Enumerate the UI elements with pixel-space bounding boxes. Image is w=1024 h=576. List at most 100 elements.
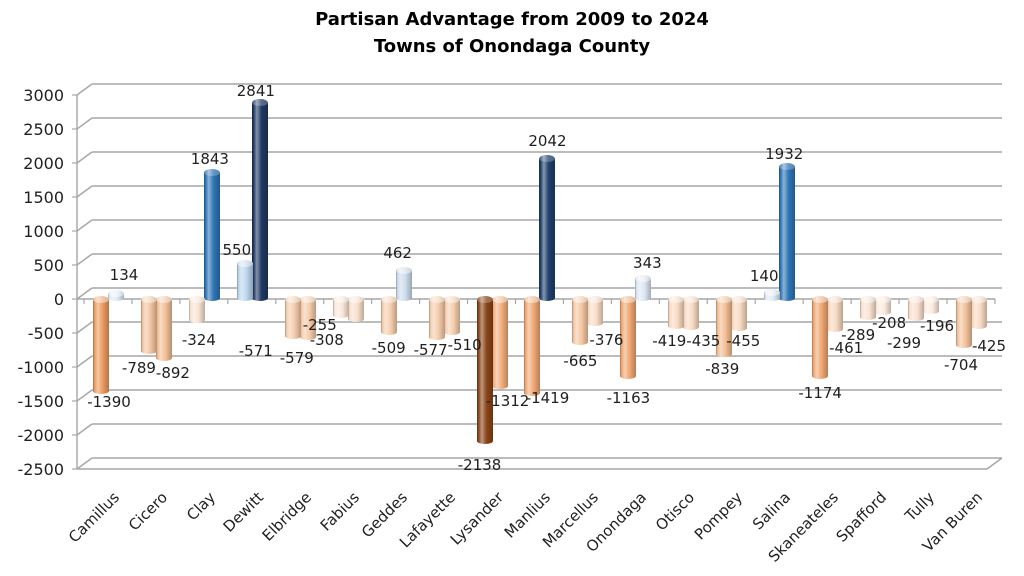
cylinder-cap (539, 155, 556, 163)
cylinder-cap (140, 296, 157, 303)
cylinder-cap (764, 289, 781, 297)
value-label: -509 (371, 339, 406, 357)
bar-elbridge-bar-1 (284, 296, 301, 340)
bar-pompey-bar-1 (716, 296, 733, 358)
y-axis-tick-label: 1000 (23, 222, 64, 241)
bar-otisco-bar-1 (668, 296, 685, 329)
value-label: 1932 (765, 145, 804, 164)
value-label: -1419 (525, 388, 570, 407)
cylinder-cap (923, 296, 940, 303)
bar-clay-bar-1 (188, 296, 205, 323)
value-label: -704 (943, 356, 979, 375)
value-label: -299 (887, 333, 922, 352)
cylinder-cap (731, 296, 748, 303)
bar-clay-bar-2 (203, 169, 220, 301)
bar-geddes-bar-2 (395, 266, 412, 301)
y-axis-tick-label: -2000 (17, 426, 65, 445)
cylinder-cap (524, 296, 541, 303)
value-label: -255 (302, 316, 337, 335)
bar-onondaga-bar-2 (635, 274, 652, 301)
y-axis-tick-label: 2000 (23, 154, 64, 173)
bar-tully-bar-1 (908, 296, 925, 321)
bar-salina-bar-1 (764, 289, 781, 301)
bar-lysander-bar-1 (476, 296, 493, 444)
bar-camillus-bar-1 (93, 296, 109, 394)
cylinder-cap (236, 260, 253, 268)
bar-lafayette-bar-1 (428, 296, 445, 340)
cylinder-cap (572, 296, 589, 303)
value-label: -289 (841, 326, 876, 345)
y-axis-tick-label: 2500 (23, 120, 64, 139)
value-label: 134 (109, 265, 139, 284)
bar-tully-bar-2 (923, 296, 940, 315)
cylinder-cap (875, 296, 892, 303)
bar-salina-bar-2 (779, 163, 796, 301)
value-label: -2138 (457, 455, 502, 474)
y-axis-tick-label: -500 (27, 324, 64, 343)
cylinder-cap (812, 296, 829, 303)
chart-title-block: Partisan Advantage from 2009 to 2024 Tow… (0, 6, 1024, 60)
chart-subtitle: Towns of Onondaga County (373, 36, 651, 57)
y-axis-tick-label: 500 (33, 256, 64, 275)
cylinder-cap (203, 169, 220, 177)
y-axis-tick-label: 3000 (23, 86, 64, 105)
cylinder-cap (620, 296, 637, 303)
bar-van-buren-bar-1 (955, 296, 972, 349)
cylinder-cap (332, 296, 349, 303)
y-axis-tick-label: -2500 (17, 460, 65, 479)
cylinder-cap (860, 296, 877, 303)
value-label: -419 (652, 331, 687, 350)
cylinder-cap (108, 289, 124, 297)
cylinder-cap (347, 296, 364, 303)
y-axis-tick-label: 1500 (23, 188, 64, 207)
cylinder-cap (428, 296, 445, 303)
value-label: 550 (222, 241, 252, 260)
value-label: 462 (383, 243, 412, 262)
cylinder-cap (955, 296, 972, 303)
cylinder-cap (716, 296, 733, 303)
value-label: -839 (705, 360, 740, 379)
value-label: -461 (829, 338, 864, 357)
value-label: -1174 (798, 384, 842, 403)
cylinder-cap (284, 296, 301, 303)
cylinder-cap (395, 266, 412, 274)
bar-dewitt-bar-2 (251, 99, 268, 301)
value-label: 2841 (236, 82, 275, 101)
bar-van-buren-bar-2 (970, 296, 987, 330)
value-label: -425 (971, 337, 1007, 356)
cylinder-cap (251, 99, 268, 107)
bar-cicero-bar-1 (140, 296, 157, 354)
bar-dewitt-bar-1 (236, 260, 253, 301)
cylinder-cap (299, 296, 316, 303)
value-label: -196 (920, 317, 955, 336)
value-label: -208 (872, 313, 907, 332)
bar-onondaga-bar-1 (620, 296, 637, 379)
bar-camillus-bar-2 (108, 289, 124, 301)
cylinder-cap (908, 296, 925, 303)
value-label: -571 (238, 342, 273, 361)
cylinder-cap (779, 163, 796, 171)
bar-otisco-bar-2 (683, 296, 700, 331)
cylinder-cap (491, 296, 508, 303)
cylinder-cap (155, 296, 172, 303)
value-label: -1163 (606, 388, 651, 407)
bar-skaneateles-bar-1 (812, 296, 829, 380)
cylinder-cap (970, 296, 987, 303)
value-label: 2042 (528, 132, 567, 151)
bar-fabius-bar-1 (332, 296, 349, 319)
value-label: -665 (563, 352, 598, 371)
value-label: -1390 (87, 392, 131, 411)
cylinder-cap (683, 296, 700, 303)
bar-elbridge-bar-2 (299, 296, 316, 340)
value-label: 140 (749, 267, 779, 286)
value-label: -579 (279, 348, 314, 367)
cylinder-cap (380, 296, 397, 303)
value-label: -577 (413, 340, 448, 359)
value-label: -324 (181, 330, 216, 349)
bar-cicero-bar-2 (155, 296, 172, 361)
value-label: 1843 (190, 150, 229, 169)
value-label: -435 (686, 332, 721, 351)
cylinder-cap (188, 296, 205, 303)
